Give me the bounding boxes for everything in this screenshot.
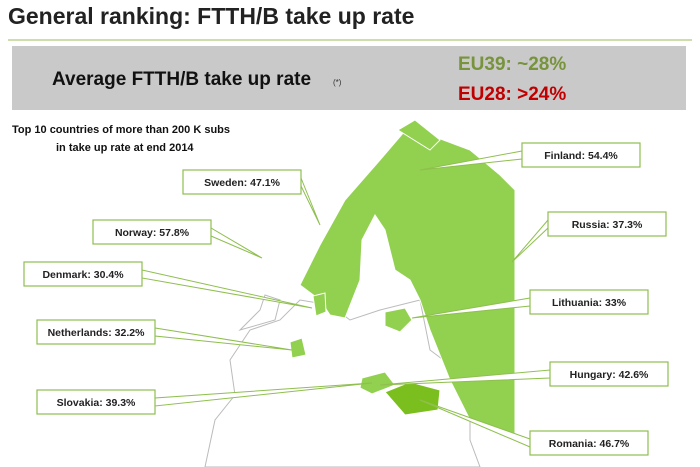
callout-box xyxy=(36,319,156,345)
callout-label: Slovakia: 39.3% xyxy=(57,397,136,409)
kola-shape xyxy=(397,119,441,151)
lithuania-shape xyxy=(384,307,413,333)
callout-label: Romania: 46.7% xyxy=(549,438,630,450)
slide-title: General ranking: FTTH/B take up rate xyxy=(8,3,414,29)
callout-label: Denmark: 30.4% xyxy=(42,269,124,281)
callout-pointer xyxy=(141,269,313,309)
callout-pointer xyxy=(210,227,263,259)
callout-label: Hungary: 42.6% xyxy=(570,369,649,381)
callout-box xyxy=(521,142,641,168)
banner xyxy=(12,46,686,110)
subtitle-line: in take up rate at end 2014 xyxy=(56,142,194,154)
banner-footnote: (*) xyxy=(333,78,342,87)
callout-label: Norway: 57.8% xyxy=(115,227,190,239)
callout-box xyxy=(547,211,667,237)
callout-label: Finland: 54.4% xyxy=(544,150,618,162)
callout-label: Netherlands: 32.2% xyxy=(48,327,146,339)
callout-box xyxy=(36,389,156,415)
callout-pointer xyxy=(300,177,321,226)
callout-box xyxy=(529,430,649,456)
hungary-slovakia-shape xyxy=(359,371,396,395)
callout-label: Russia: 37.3% xyxy=(572,219,643,231)
netherlands-shape xyxy=(289,337,307,359)
callout-box xyxy=(182,169,302,195)
map xyxy=(204,119,516,467)
eu28-figure: EU28: >24% xyxy=(458,84,566,105)
eu39-figure: EU39: ~28% xyxy=(458,54,566,75)
british-isles xyxy=(238,294,281,332)
callout-box xyxy=(549,361,669,387)
callout-pointer xyxy=(511,218,549,263)
callout-label: Sweden: 47.1% xyxy=(204,177,281,189)
banner-heading: Average FTTH/B take up rate xyxy=(52,69,311,90)
callout-box xyxy=(92,219,212,245)
callout-box xyxy=(23,261,143,287)
subtitle-line: Top 10 countries of more than 200 K subs xyxy=(12,124,230,136)
callout-box xyxy=(529,289,649,315)
denmark-shape xyxy=(312,292,327,317)
callout-label: Lithuania: 33% xyxy=(552,297,627,309)
